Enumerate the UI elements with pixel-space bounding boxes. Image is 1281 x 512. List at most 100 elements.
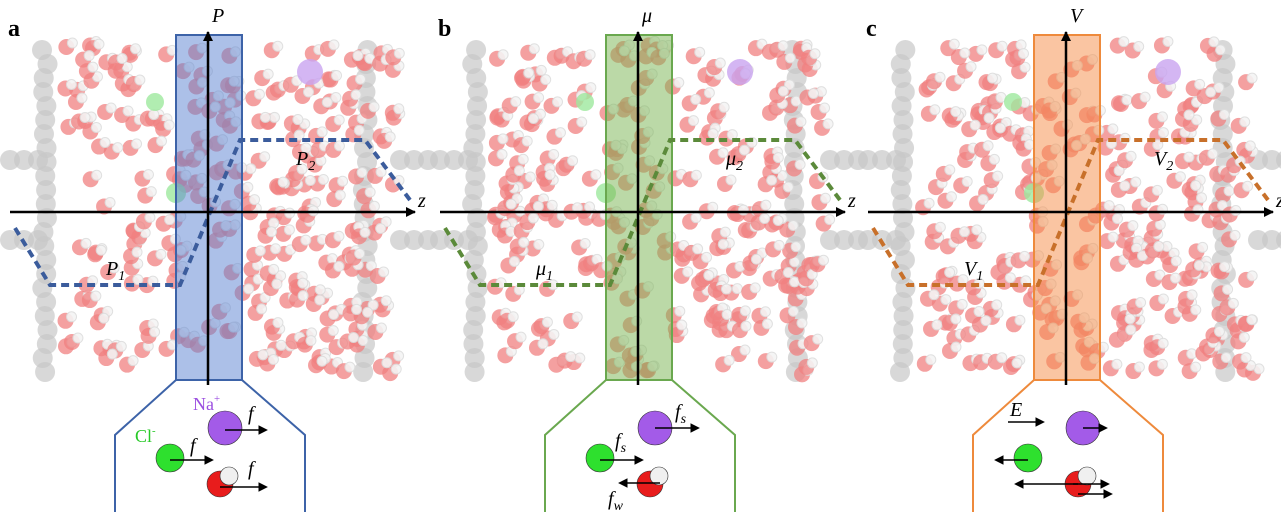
hydrogen xyxy=(565,351,577,363)
hydrogen xyxy=(296,163,308,175)
hydrogen xyxy=(375,166,387,178)
label: V1 xyxy=(964,258,983,284)
hydrogen xyxy=(497,133,509,145)
hydrogen xyxy=(283,224,295,236)
atom xyxy=(1013,443,1043,473)
hydrogen xyxy=(104,196,116,208)
hydrogen xyxy=(292,114,304,126)
hydrogen xyxy=(98,312,110,324)
hydrogen xyxy=(330,91,342,103)
hydrogen xyxy=(739,305,751,317)
hydrogen xyxy=(807,88,819,100)
hydrogen xyxy=(328,309,340,321)
hydrogen xyxy=(546,199,558,211)
ion xyxy=(297,59,323,85)
hydrogen xyxy=(527,113,539,125)
hydrogen xyxy=(1227,297,1239,309)
hydrogen xyxy=(787,219,799,231)
label-base: μ xyxy=(725,148,736,170)
hydrogen xyxy=(991,299,1003,311)
label-base: f xyxy=(608,488,616,510)
hydrogen xyxy=(584,49,596,61)
wall-atom xyxy=(820,230,840,250)
label-sub: s xyxy=(621,441,627,456)
label-sup: + xyxy=(214,393,220,405)
hydrogen xyxy=(1157,293,1169,305)
hydrogen xyxy=(789,276,801,288)
hydrogen xyxy=(590,169,602,181)
wall-atom xyxy=(430,230,450,250)
hydrogen xyxy=(127,355,139,367)
hydrogen xyxy=(996,352,1008,364)
hydrogen xyxy=(1213,325,1225,337)
hydrogen xyxy=(682,266,694,278)
hydrogen xyxy=(1017,48,1029,60)
hydrogen xyxy=(537,338,549,350)
hydrogen xyxy=(351,303,363,315)
hydrogen xyxy=(1174,171,1186,183)
hydrogen xyxy=(134,74,146,86)
hydrogen xyxy=(1130,176,1142,188)
hydrogen xyxy=(737,204,749,216)
wall-atom xyxy=(858,230,878,250)
hydrogen xyxy=(1156,358,1168,370)
hydrogen xyxy=(270,243,282,255)
hydrogen xyxy=(393,103,405,115)
panel-letter: a xyxy=(8,16,20,42)
hydrogen xyxy=(316,126,328,138)
hydrogen xyxy=(714,57,726,69)
hydrogen xyxy=(551,96,563,108)
hydrogen xyxy=(112,142,124,154)
hydrogen xyxy=(364,186,376,198)
wall-atom xyxy=(14,150,34,170)
hydrogen xyxy=(275,339,287,351)
hydrogen xyxy=(717,238,729,250)
hydrogen xyxy=(809,48,821,60)
y-axis-label: V xyxy=(1070,5,1085,27)
hydrogen xyxy=(164,214,176,226)
hydrogen xyxy=(690,169,702,181)
hydrogen xyxy=(1240,352,1252,364)
label-sub: s xyxy=(681,412,687,427)
hydrogen xyxy=(690,212,702,224)
hydrogen xyxy=(303,86,315,98)
panel-letter: c xyxy=(866,16,877,42)
hydrogen xyxy=(72,332,84,344)
hydrogen xyxy=(314,284,326,296)
hydrogen xyxy=(163,119,175,131)
hydrogen xyxy=(356,166,368,178)
hydrogen xyxy=(353,124,365,136)
hydrogen xyxy=(703,87,715,99)
hydrogen xyxy=(368,200,380,212)
hydrogen xyxy=(155,135,167,147)
hydrogen xyxy=(718,101,730,113)
hydrogen xyxy=(1152,139,1164,151)
hydrogen xyxy=(1190,304,1202,316)
label: P2 xyxy=(295,148,315,174)
hydrogen xyxy=(1197,241,1209,253)
label-base: P xyxy=(295,148,308,170)
hydrogen xyxy=(277,176,289,188)
wall-atom xyxy=(820,150,840,170)
hydrogen xyxy=(331,70,343,82)
wall-atom xyxy=(858,150,878,170)
atom xyxy=(585,443,615,473)
wall-atom xyxy=(463,320,484,340)
wall-atom xyxy=(892,194,913,214)
hydrogen xyxy=(1157,337,1169,349)
hydrogen xyxy=(93,38,105,50)
wall-atom xyxy=(1276,151,1281,169)
hydrogen xyxy=(739,344,751,356)
hydrogen xyxy=(976,44,988,56)
label: fs xyxy=(675,401,687,427)
hydrogen xyxy=(1219,261,1231,273)
label-base: μ xyxy=(535,258,546,280)
wall-atom xyxy=(28,150,48,170)
hydrogen xyxy=(393,47,405,59)
hydrogen xyxy=(352,50,364,62)
hydrogen xyxy=(271,278,283,290)
hydrogen xyxy=(1239,116,1251,128)
y-axis-label: P xyxy=(211,5,224,27)
hydrogen xyxy=(958,226,970,238)
hydrogen xyxy=(142,169,154,181)
